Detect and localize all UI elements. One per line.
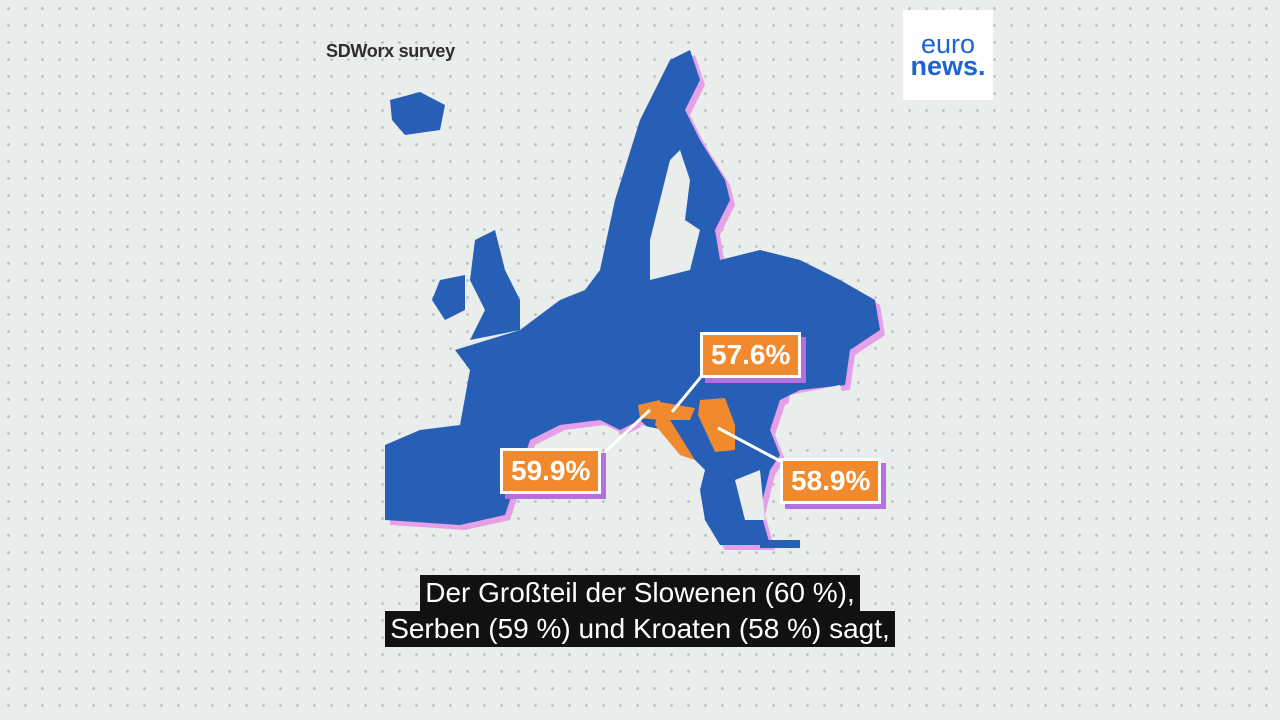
subtitle-line-2: Serben (59 %) und Kroaten (58 %) sagt, (385, 611, 895, 647)
label-slovenia: 59.9% (500, 448, 602, 494)
adriatic-sea (640, 425, 705, 490)
crete (760, 540, 800, 548)
logo-line2: news. (910, 51, 986, 81)
subtitle-line-1: Der Großteil der Slowenen (60 %), (420, 575, 860, 611)
leader-slovenia (603, 408, 652, 454)
serbia (698, 398, 735, 452)
label-croatia: 57.6% (700, 332, 802, 378)
baltic-sea (650, 150, 700, 280)
mainland-europe (385, 50, 880, 545)
seas (640, 150, 850, 520)
survey-title: SDWorx survey (326, 41, 455, 61)
subtitles: Der Großteil der Slowenen (60 %), Serben… (0, 575, 1280, 647)
leader-croatia (670, 371, 707, 413)
leader-serbia (717, 426, 783, 464)
euronews-logo: euro news. (903, 10, 993, 100)
ireland (432, 275, 465, 320)
croatia (655, 402, 695, 460)
great-britain (470, 230, 520, 340)
aegean-sea (735, 470, 765, 520)
label-serbia: 58.9% (780, 458, 882, 504)
label-leaders (603, 371, 783, 464)
iceland (390, 92, 445, 135)
logo-line1: euro (920, 29, 976, 59)
black-sea (785, 385, 850, 440)
